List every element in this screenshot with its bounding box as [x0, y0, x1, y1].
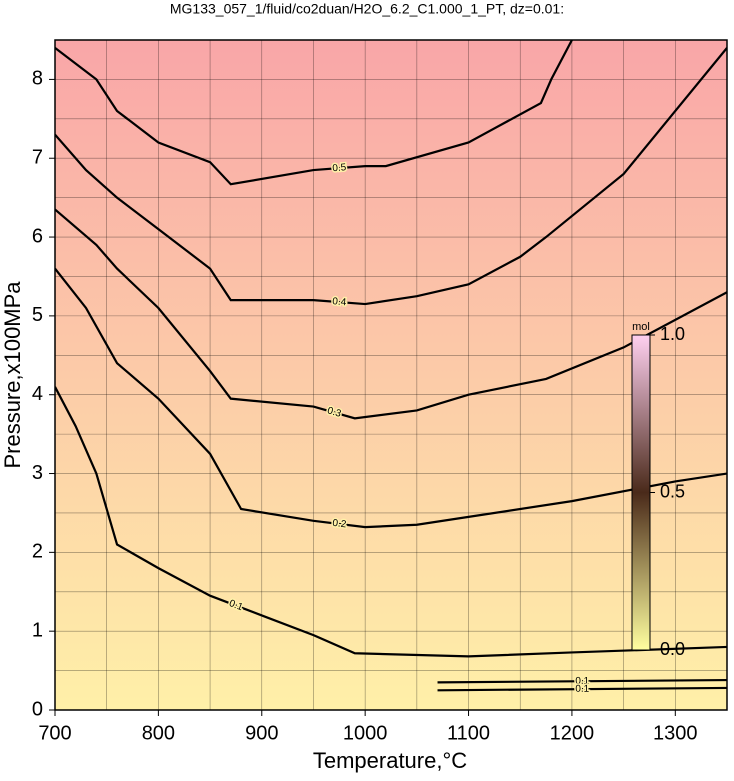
x-tick-label: 900 [245, 722, 278, 744]
y-tick-label: 8 [32, 68, 43, 90]
plot-frame [54, 39, 728, 711]
contour-label: 0.1 [575, 676, 589, 687]
contour-line [437, 686, 727, 692]
contour-label: 0.2 [332, 518, 348, 531]
y-tick-label: 1 [32, 619, 43, 641]
colorbar-tick-label: 1.0 [660, 324, 685, 344]
x-tick-label: 800 [142, 722, 175, 744]
contour-line [55, 386, 727, 658]
x-axis-label: Temperature,°C [313, 748, 467, 773]
contour-line [437, 678, 727, 684]
y-tick-label: 7 [32, 147, 43, 169]
x-tick-label: 1000 [343, 722, 388, 744]
y-tick-label: 6 [32, 225, 43, 247]
y-tick-label: 3 [32, 462, 43, 484]
contour-line [55, 47, 727, 306]
x-tick-label: 1300 [653, 722, 698, 744]
y-tick-label: 4 [32, 383, 43, 405]
chart-title: MG133_057_1/fluid/co2duan/H2O_6.2_C1.000… [170, 1, 564, 17]
x-tick-label: 1100 [447, 722, 490, 744]
contour-label: 0.4 [332, 296, 347, 308]
colorbar-tick-label: 0.5 [660, 481, 685, 501]
contours: 0.10.20.30.40.50.10.1 [55, 40, 727, 696]
contour-line [55, 208, 727, 420]
y-tick-label: 5 [32, 304, 43, 326]
colorbar [631, 334, 651, 651]
colorbar-label: mol [632, 321, 650, 333]
x-tick-label: 1200 [550, 722, 595, 744]
plot-background [55, 40, 727, 710]
y-tick-label: 0 [32, 698, 43, 720]
y-tick-label: 2 [32, 541, 43, 563]
contour-label: 0.5 [332, 162, 347, 174]
y-axis-label: Pressure,x100MPa [0, 281, 25, 469]
contour-line [55, 40, 573, 186]
x-tick-label: 700 [38, 722, 71, 744]
contour-label: 0.1 [575, 684, 589, 695]
contour-line [55, 267, 727, 529]
colorbar-tick-label: 0.0 [660, 639, 685, 659]
